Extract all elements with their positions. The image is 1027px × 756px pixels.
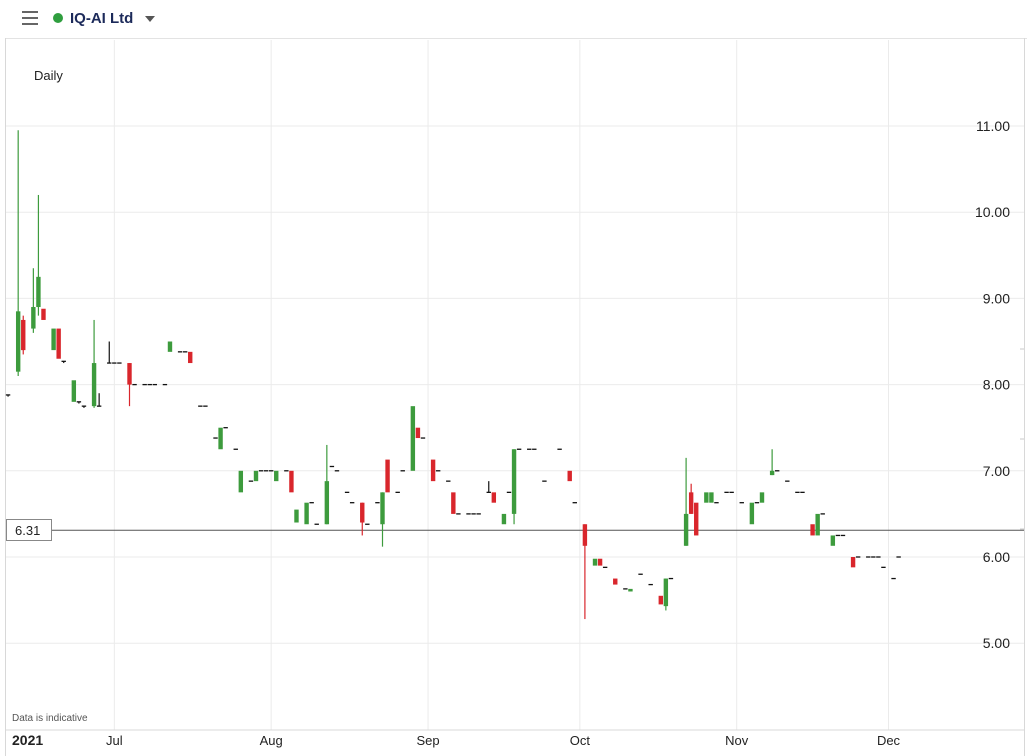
y-tick-label: 7.00 bbox=[983, 463, 1010, 479]
year-label: 2021 bbox=[12, 732, 44, 748]
y-tick-label: 11.00 bbox=[976, 118, 1010, 134]
candle-body bbox=[410, 406, 416, 471]
candle-body bbox=[613, 578, 618, 585]
candle-body bbox=[567, 470, 572, 482]
candle-body bbox=[491, 492, 497, 503]
candle-body bbox=[830, 535, 836, 546]
x-tick-label: Sep bbox=[416, 733, 439, 748]
candle-body bbox=[415, 427, 421, 439]
candle-body bbox=[850, 557, 856, 568]
instrument-title[interactable]: IQ-AI Ltd bbox=[70, 10, 134, 27]
candle-body bbox=[704, 492, 709, 503]
candle-body bbox=[56, 328, 61, 359]
candle-body bbox=[688, 492, 694, 514]
candle-body bbox=[430, 459, 436, 482]
candle-body bbox=[683, 513, 689, 546]
caret-down-icon[interactable] bbox=[145, 16, 155, 22]
candle-body bbox=[51, 328, 56, 351]
x-tick-label: Oct bbox=[570, 733, 591, 748]
candle-body bbox=[167, 341, 173, 352]
candle-body bbox=[759, 492, 765, 503]
candle-body bbox=[815, 513, 820, 536]
x-tick-label: Jul bbox=[106, 733, 123, 748]
y-tick-label: 6.00 bbox=[983, 549, 1010, 565]
candle-body bbox=[749, 502, 755, 525]
candle-body bbox=[385, 459, 390, 493]
last-price-marker: 6.31 bbox=[6, 519, 52, 541]
candle-body bbox=[294, 509, 299, 523]
candle-body bbox=[238, 470, 244, 493]
candle-body bbox=[188, 351, 193, 364]
candle-body bbox=[451, 492, 456, 514]
y-tick-label: 5.00 bbox=[983, 635, 1010, 651]
candle-body bbox=[304, 502, 309, 525]
x-axis-labels: Jul Aug Sep Oct Nov Dec bbox=[106, 733, 901, 748]
candle-body bbox=[709, 492, 714, 503]
y-tick-label: 9.00 bbox=[983, 290, 1010, 306]
candle-body bbox=[218, 427, 223, 450]
candle-body bbox=[810, 524, 815, 536]
y-axis-labels: 11.00 10.00 9.00 8.00 7.00 6.00 5.00 bbox=[975, 118, 1010, 651]
candle-body bbox=[289, 470, 294, 493]
candle-body bbox=[380, 492, 385, 525]
candle-body bbox=[324, 481, 330, 525]
candle-body bbox=[511, 449, 517, 514]
hamburger-menu-icon[interactable] bbox=[22, 11, 38, 25]
candle-body bbox=[360, 502, 365, 523]
candle-body bbox=[582, 524, 588, 546]
candle-body bbox=[501, 513, 507, 525]
candle-body bbox=[694, 502, 699, 536]
candlestick-series bbox=[5, 130, 901, 620]
candle-body bbox=[628, 588, 633, 592]
candle-body bbox=[71, 380, 77, 402]
candle-body bbox=[769, 470, 775, 476]
status-dot-icon bbox=[53, 13, 63, 23]
candle-body bbox=[91, 363, 97, 407]
chart-right-border bbox=[1024, 38, 1025, 756]
candle-body bbox=[41, 308, 46, 320]
candle-body bbox=[15, 311, 21, 372]
data-disclaimer: Data is indicative bbox=[12, 713, 88, 724]
candle-body bbox=[127, 363, 132, 385]
candle-body bbox=[31, 307, 36, 329]
x-tick-label: Aug bbox=[260, 733, 283, 748]
candle-body bbox=[658, 595, 663, 605]
x-tick-label: Nov bbox=[725, 733, 749, 748]
candle-body bbox=[597, 558, 603, 566]
x-tick-label: Dec bbox=[877, 733, 901, 748]
chart-left-border bbox=[5, 38, 6, 756]
y-tick-label: 8.00 bbox=[983, 377, 1010, 393]
chart-header: IQ-AI Ltd bbox=[6, 0, 1027, 39]
candle-body bbox=[274, 470, 279, 482]
candle-body bbox=[253, 470, 259, 482]
candle-body bbox=[36, 276, 41, 308]
candle-body bbox=[21, 319, 26, 351]
interval-label[interactable]: Daily bbox=[34, 68, 63, 83]
y-tick-label: 10.00 bbox=[975, 204, 1010, 220]
candle-body bbox=[592, 558, 598, 566]
chart-grid bbox=[6, 40, 1024, 731]
candle-body bbox=[663, 578, 669, 607]
